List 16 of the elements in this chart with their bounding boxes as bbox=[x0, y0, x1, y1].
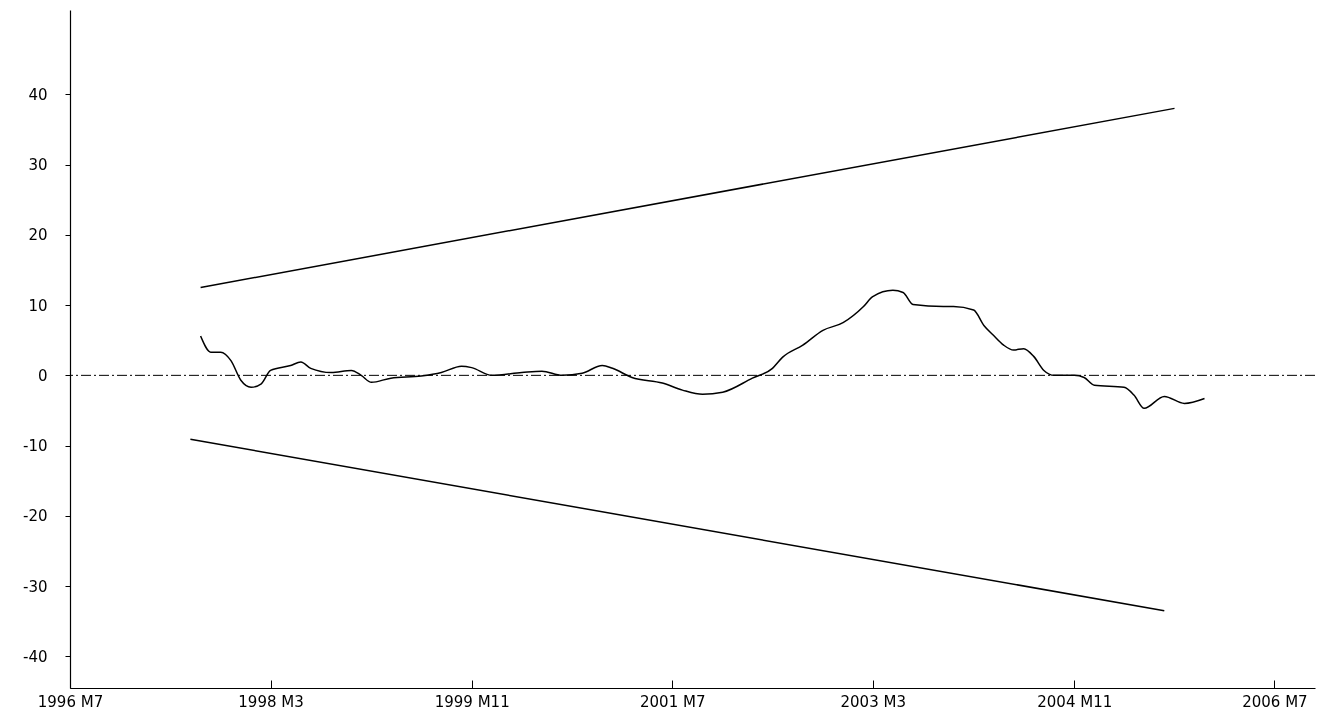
x-tick-label: 2003 M3 bbox=[840, 692, 906, 711]
y-tick-label: 10 bbox=[28, 296, 48, 315]
x-tick-label: 1998 M3 bbox=[238, 692, 304, 711]
x-tick-label: 1999 M11 bbox=[434, 692, 510, 711]
x-tick-label: 2006 M7 bbox=[1242, 692, 1308, 711]
x-tick-label: 2001 M7 bbox=[640, 692, 706, 711]
y-tick-label: 30 bbox=[28, 156, 48, 175]
x-tick-label: 2004 M11 bbox=[1037, 692, 1113, 711]
y-tick-label: 20 bbox=[28, 226, 48, 245]
y-tick-label: -40 bbox=[23, 647, 48, 666]
y-tick-label: -10 bbox=[23, 437, 48, 456]
y-tick-label: 40 bbox=[28, 85, 48, 104]
x-tick-label: 1996 M7 bbox=[37, 692, 104, 711]
y-tick-label: 0 bbox=[37, 366, 48, 385]
y-tick-label: -20 bbox=[23, 507, 48, 526]
y-tick-label: -30 bbox=[23, 577, 48, 596]
